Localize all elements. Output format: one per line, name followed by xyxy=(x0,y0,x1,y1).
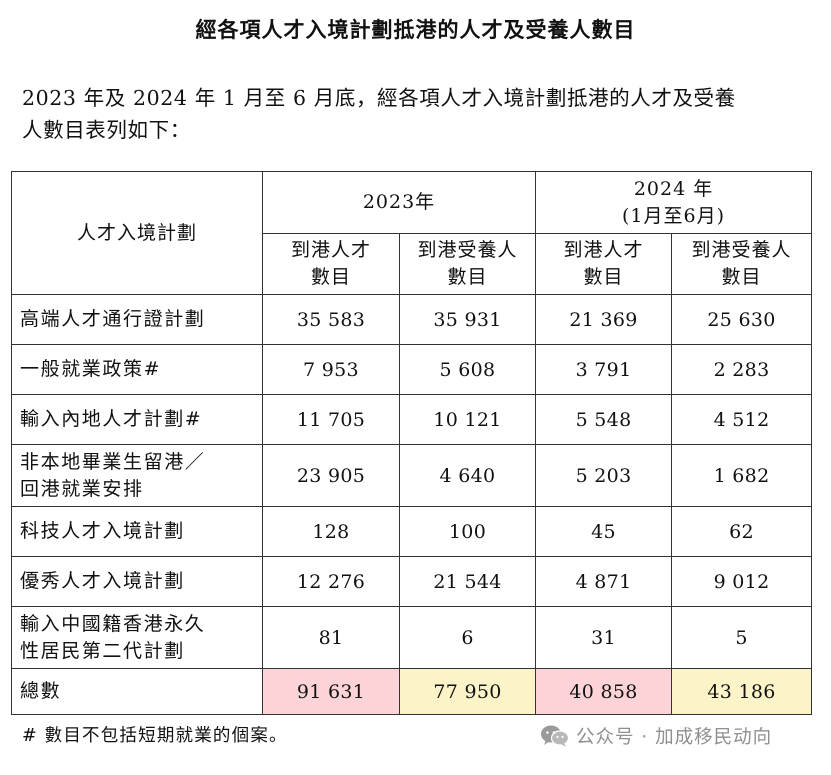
total-row: 總數 91 631 77 950 40 858 43 186 xyxy=(11,668,813,715)
value-cell: 2 283 xyxy=(671,344,813,395)
row-label-cell: 非本地畢業生留港／ 回港就業安排 xyxy=(11,444,263,507)
page-title: 經各項人才入境計劃抵港的人才及受養人數目 xyxy=(195,18,636,42)
value-cell: 21 544 xyxy=(398,556,537,607)
subheader-line2: 數目 xyxy=(721,266,762,288)
period-header-2023: 2023年 xyxy=(261,171,537,234)
subheader-line1: 到港人才 xyxy=(563,239,644,261)
footnote: # 數目不包括短期就業的個案。 xyxy=(22,726,288,746)
subheader-line2: 數目 xyxy=(310,266,351,288)
row-label-cell: 優秀人才入境計劃 xyxy=(11,556,263,607)
row-label-line1: 一般就業政策# xyxy=(20,358,162,380)
value-cell: 7 953 xyxy=(262,344,400,395)
subheader-talent-2024: 到港人才 數目 xyxy=(535,233,673,295)
period-header-2024: 2024 年 (1月至6月) xyxy=(535,171,813,234)
row-label-cell: 輸入內地人才計劃# xyxy=(11,394,263,445)
value-cell: 9 012 xyxy=(671,556,813,607)
talent-admission-table: 人才入境計劃 2023年 2024 年 (1月至6月) 到港人才 數目 到港受養… xyxy=(11,171,813,715)
value-cell: 5 xyxy=(671,606,813,669)
period-line2: (1月至6月) xyxy=(622,204,726,227)
row-label-cell: 一般就業政策# xyxy=(11,344,263,395)
table-row: 優秀人才入境計劃 12 276 21 544 4 871 9 012 xyxy=(11,556,813,607)
intro-paragraph: 2023 年及 2024 年 1 月至 6 月底，經各項人才入境計劃抵港的人才及… xyxy=(22,82,822,146)
table-row: 高端人才通行證計劃 35 583 35 931 21 369 25 630 xyxy=(11,294,813,345)
subheader-line1: 到港受養人 xyxy=(417,239,518,261)
value-cell: 35 583 xyxy=(262,294,400,345)
row-label-line1: 高端人才通行證計劃 xyxy=(20,308,206,330)
watermark: 公众号 · 加成移民动向 xyxy=(540,723,772,749)
corner-label: 人才入境計劃 xyxy=(76,221,197,244)
total-value-cell: 40 858 xyxy=(535,668,673,715)
row-label-line1: 非本地畢業生留港／ xyxy=(20,450,206,473)
value-cell: 128 xyxy=(262,506,400,557)
intro-line-1: 2023 年及 2024 年 1 月至 6 月底，經各項人才入境計劃抵港的人才及… xyxy=(22,86,736,110)
subheader-line1: 到港人才 xyxy=(290,239,371,261)
row-label-cell: 輸入中國籍香港永久 性居民第二代計劃 xyxy=(11,606,263,669)
value-cell: 3 791 xyxy=(535,344,673,395)
row-label-cell: 高端人才通行證計劃 xyxy=(11,294,263,345)
value-cell: 5 203 xyxy=(535,444,673,507)
row-label-cell: 科技人才入境計劃 xyxy=(11,506,263,557)
value-cell: 4 512 xyxy=(671,394,813,445)
period-line1: 2024 年 xyxy=(633,177,714,200)
subheader-line2: 數目 xyxy=(583,266,624,288)
value-cell: 10 121 xyxy=(398,394,537,445)
wechat-icon xyxy=(540,724,570,748)
value-cell: 45 xyxy=(535,506,673,557)
row-label-line1: 輸入內地人才計劃# xyxy=(20,408,203,430)
row-label-line1: 輸入中國籍香港永久 xyxy=(20,612,206,635)
value-cell: 11 705 xyxy=(262,394,400,445)
table-row: 一般就業政策# 7 953 5 608 3 791 2 283 xyxy=(11,344,813,395)
subheader-line2: 數目 xyxy=(447,266,488,288)
subheader-talent-2023: 到港人才 數目 xyxy=(262,233,400,295)
header-row-subheaders: 到港人才 數目 到港受養人 數目 到港人才 數目 到港受養人 數目 xyxy=(12,233,813,295)
row-label-line1: 科技人才入境計劃 xyxy=(20,520,185,542)
corner-header-cell: 人才入境計劃 xyxy=(11,171,263,295)
total-label-cell: 總數 xyxy=(11,668,263,715)
table-row: 科技人才入境計劃 128 100 45 62 xyxy=(11,506,813,557)
subheader-dependants-2024: 到港受養人 數目 xyxy=(671,233,813,295)
intro-line-2: 人數目表列如下： xyxy=(22,118,191,142)
table-row: 輸入中國籍香港永久 性居民第二代計劃 81 6 31 5 xyxy=(11,606,813,669)
table-row: 輸入內地人才計劃# 11 705 10 121 5 548 4 512 xyxy=(11,394,813,445)
value-cell: 23 905 xyxy=(262,444,400,507)
value-cell: 5 548 xyxy=(535,394,673,445)
value-cell: 62 xyxy=(671,506,813,557)
value-cell: 100 xyxy=(398,506,537,557)
header-row-periods: 人才入境計劃 2023年 2024 年 (1月至6月) xyxy=(11,171,813,295)
value-cell: 21 369 xyxy=(535,294,673,345)
total-value-cell: 77 950 xyxy=(398,668,537,715)
value-cell: 81 xyxy=(262,606,400,669)
value-cell: 4 871 xyxy=(535,556,673,607)
period-line1: 2023年 xyxy=(362,191,436,213)
row-label-line2: 回港就業安排 xyxy=(20,477,144,500)
watermark-text: 公众号 · 加成移民动向 xyxy=(576,727,773,748)
value-cell: 4 640 xyxy=(398,444,537,507)
value-cell: 25 630 xyxy=(671,294,813,345)
table-row: 非本地畢業生留港／ 回港就業安排 23 905 4 640 5 203 1 68… xyxy=(11,444,813,507)
value-cell: 5 608 xyxy=(398,344,537,395)
value-cell: 1 682 xyxy=(671,444,813,507)
value-cell: 31 xyxy=(535,606,673,669)
value-cell: 12 276 xyxy=(262,556,400,607)
total-value-cell: 43 186 xyxy=(671,668,813,715)
row-label-line1: 優秀人才入境計劃 xyxy=(20,570,185,592)
total-label: 總數 xyxy=(20,680,62,702)
total-value-cell: 91 631 xyxy=(262,668,400,715)
value-cell: 35 931 xyxy=(398,294,537,345)
value-cell: 6 xyxy=(398,606,537,669)
subheader-line1: 到港受養人 xyxy=(691,239,792,261)
subheader-dependants-2023: 到港受養人 數目 xyxy=(398,233,537,295)
row-label-line2: 性居民第二代計劃 xyxy=(20,639,185,662)
